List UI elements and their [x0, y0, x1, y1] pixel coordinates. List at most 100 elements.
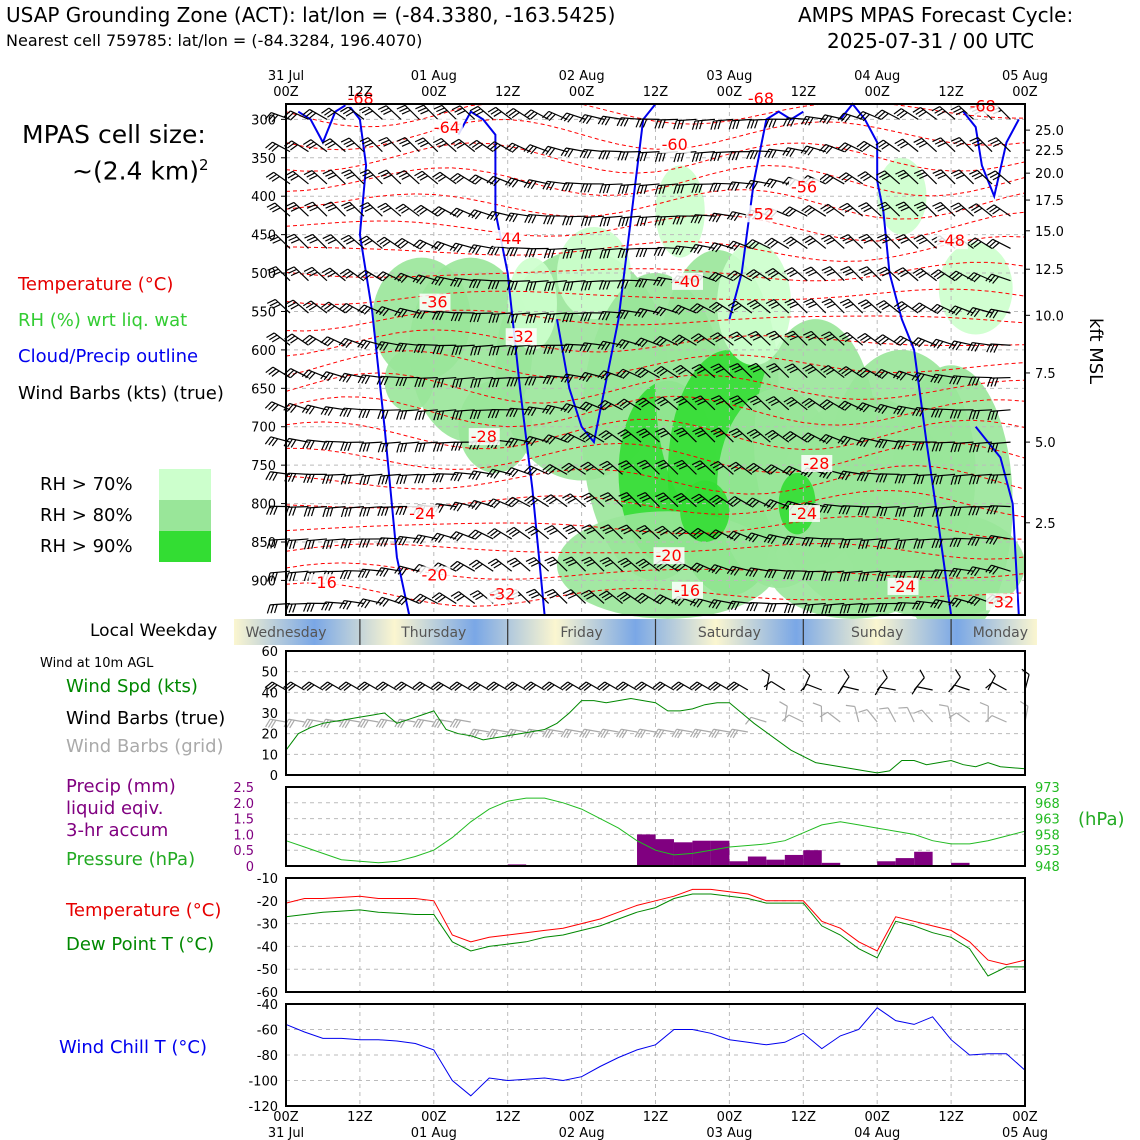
cross-section-wind-barb — [975, 410, 980, 420]
cross-section-wind-barb — [344, 539, 349, 549]
cross-section-wind-barb — [432, 442, 437, 452]
cross-section-wind-barb — [876, 540, 881, 550]
cross-section-wind-barb — [937, 570, 943, 579]
cross-section-wind-barb — [567, 497, 577, 504]
cross-section-wind-barb — [967, 536, 973, 546]
temp-series-line — [285, 893, 1025, 977]
pressure-tick-label: 600 — [251, 344, 276, 359]
cross-section-wind-barb — [530, 146, 538, 155]
wind-barb-true — [451, 682, 460, 690]
cross-section-wind-barb — [839, 539, 844, 549]
cross-section-wind-barb — [897, 236, 907, 242]
wind-barb-true — [636, 682, 645, 690]
wind-barb-true — [843, 668, 850, 678]
wind-barb-grid — [363, 719, 369, 729]
cross-section-wind-barb — [764, 464, 772, 471]
cross-section-wind-barb — [341, 201, 350, 207]
cross-section-wind-barb — [326, 339, 335, 347]
cross-section-wind-barb — [893, 301, 903, 308]
temp-label: Temperature (°C) — [66, 900, 222, 921]
wind-barb-true — [731, 684, 740, 691]
cross-section-wind-barb — [714, 532, 723, 540]
cross-section-wind-barb — [508, 109, 517, 117]
cross-section-wind-barb — [915, 270, 924, 277]
wind-barb-grid — [381, 719, 388, 729]
cross-section-wind-barb — [733, 499, 742, 507]
cross-section-wind-barb — [397, 596, 405, 604]
wind-barb-grid — [560, 728, 567, 738]
cross-section-wind-barb — [364, 375, 371, 385]
cross-section-wind-barb — [711, 273, 719, 281]
cross-section-wind-barb — [580, 312, 585, 322]
cross-section-wind-barb — [400, 598, 408, 606]
cross-section-wind-barb — [694, 429, 704, 435]
cross-section-wind-barb — [547, 249, 552, 259]
cross-section-wind-barb — [726, 566, 733, 575]
cross-section-wind-barb — [823, 237, 833, 243]
temperature-contour-label: -52 — [748, 204, 774, 223]
cross-section-wind-barb — [400, 241, 409, 249]
cross-section-wind-barb — [265, 171, 275, 178]
wind-barb-true — [394, 681, 402, 689]
cross-section-wind-barb — [620, 431, 629, 437]
cross-section-wind-barb — [562, 589, 572, 595]
cross-section-wind-barb — [898, 507, 903, 517]
cross-section-wind-barb — [767, 270, 777, 276]
cross-section-wind-barb — [989, 172, 999, 179]
cross-section-wind-barb — [638, 278, 644, 288]
cross-section-wind-barb — [439, 311, 445, 321]
rh-shade-area — [717, 242, 791, 366]
cross-section-wind-barb — [547, 281, 552, 291]
cross-section-wind-barb — [784, 330, 794, 336]
cross-section-wind-barb — [451, 411, 456, 420]
cross-section-wind-barb — [861, 539, 866, 549]
cross-section-wind-barb — [268, 437, 275, 446]
cross-section-wind-barb — [919, 570, 925, 580]
cross-section-wind-barb — [343, 237, 352, 243]
wind-barb-grid — [526, 729, 533, 738]
cross-section-wind-barb — [268, 143, 276, 151]
cross-section-wind-barb — [711, 530, 720, 538]
cross-section-wind-barb — [642, 279, 648, 288]
cross-section-wind-barb — [542, 404, 549, 414]
wind-barb-grid — [434, 719, 440, 728]
cross-section-wind-barb — [679, 215, 685, 225]
cross-section-wind-barb — [399, 443, 404, 453]
cross-section-wind-barb — [265, 471, 271, 480]
cross-section-wind-barb — [856, 402, 863, 410]
cross-section-wind-barb — [783, 236, 792, 243]
cross-section-wind-barb — [745, 239, 753, 247]
cross-section-wind-barb — [383, 568, 389, 578]
wind-barb-grid — [729, 729, 736, 738]
cross-section-wind-barb — [822, 115, 829, 124]
kft-tick-label: 12.5 — [1035, 263, 1064, 278]
cross-section-wind-barb — [290, 175, 299, 181]
temperature-contour-label: -16 — [674, 581, 700, 600]
cross-section-wind-barb — [542, 464, 551, 471]
cross-section-wind-barb — [691, 120, 696, 130]
wind-barb-true — [602, 684, 611, 691]
cross-section-wind-barb — [641, 370, 649, 378]
cross-section-wind-barb — [659, 563, 668, 570]
cross-section-wind-barb — [750, 365, 759, 371]
wind-barb-true — [509, 684, 518, 691]
precip-bar — [729, 861, 748, 866]
cross-section-wind-barb — [710, 120, 715, 130]
cross-section-wind-barb — [551, 281, 555, 291]
cross-section-wind-barb — [376, 376, 382, 385]
cross-section-wind-barb — [949, 409, 955, 419]
cross-section-wind-barb — [602, 280, 607, 290]
cross-section-wind-barb — [955, 110, 965, 116]
cross-section-wind-barb — [472, 592, 481, 598]
cross-section-wind-barb — [862, 144, 871, 152]
cross-section-wind-barb — [470, 346, 474, 356]
cross-section-wind-barb — [837, 112, 845, 121]
wind-barb-true — [916, 686, 933, 691]
cross-section-wind-barb — [970, 597, 978, 605]
cross-section-wind-barb — [542, 181, 548, 190]
bottom-hour-label: 00Z — [1012, 1110, 1038, 1125]
cross-section-wind-barb — [357, 598, 364, 607]
cross-section-wind-barb — [323, 372, 331, 381]
cross-section-wind-barb — [875, 300, 885, 306]
cross-section-wind-barb — [346, 408, 352, 418]
